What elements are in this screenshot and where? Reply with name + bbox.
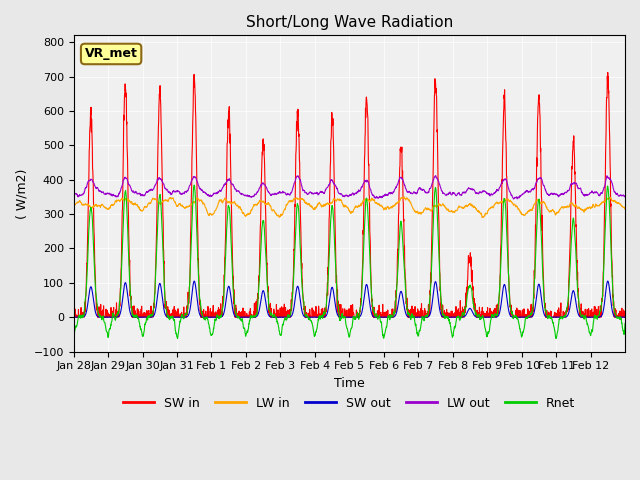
SW out: [614, 314, 621, 320]
Rnet: [552, 336, 560, 341]
SW in: [70, 312, 77, 317]
SW in: [244, 314, 252, 320]
Rnet: [547, 315, 554, 321]
Legend: SW in, LW in, SW out, LW out, Rnet: SW in, LW in, SW out, LW out, Rnet: [118, 392, 580, 415]
Rnet: [614, 314, 621, 320]
Line: LW in: LW in: [74, 197, 625, 217]
Rnet: [516, 324, 524, 329]
Y-axis label: ( W/m2): ( W/m2): [15, 168, 28, 218]
SW out: [70, 314, 77, 320]
LW in: [244, 212, 252, 217]
SW in: [516, 310, 524, 316]
Line: LW out: LW out: [74, 176, 625, 199]
SW out: [383, 314, 390, 320]
LW in: [621, 206, 629, 212]
LW in: [516, 208, 524, 214]
LW in: [125, 199, 132, 204]
LW out: [614, 192, 621, 197]
SW in: [383, 314, 390, 320]
SW out: [244, 314, 252, 320]
SW in: [125, 238, 132, 244]
LW out: [383, 192, 390, 198]
LW out: [70, 191, 77, 197]
SW out: [125, 301, 132, 307]
LW out: [547, 191, 555, 197]
Rnet: [621, 321, 629, 326]
LW out: [431, 173, 439, 179]
LW in: [614, 200, 621, 205]
LW out: [516, 194, 524, 200]
Rnet: [190, 182, 198, 188]
SW out: [604, 278, 612, 284]
SW in: [547, 308, 554, 314]
SW out: [547, 314, 554, 320]
Line: SW out: SW out: [74, 281, 625, 317]
Rnet: [125, 256, 132, 262]
X-axis label: Time: Time: [334, 377, 365, 390]
SW in: [70, 314, 77, 320]
Rnet: [70, 325, 77, 331]
LW in: [547, 209, 555, 215]
LW out: [125, 181, 132, 187]
Rnet: [244, 327, 252, 333]
Rnet: [383, 324, 390, 330]
SW in: [621, 314, 629, 320]
LW in: [383, 205, 390, 211]
LW in: [70, 203, 77, 209]
LW out: [244, 193, 252, 199]
LW in: [401, 194, 408, 200]
Line: SW in: SW in: [74, 72, 625, 317]
Text: VR_met: VR_met: [84, 48, 138, 60]
Line: Rnet: Rnet: [74, 185, 625, 338]
SW out: [621, 314, 629, 320]
SW out: [515, 314, 523, 320]
Title: Short/Long Wave Radiation: Short/Long Wave Radiation: [246, 15, 453, 30]
LW out: [621, 193, 629, 199]
LW out: [509, 196, 517, 202]
LW in: [479, 215, 486, 220]
SW in: [604, 70, 612, 75]
SW in: [614, 314, 621, 320]
